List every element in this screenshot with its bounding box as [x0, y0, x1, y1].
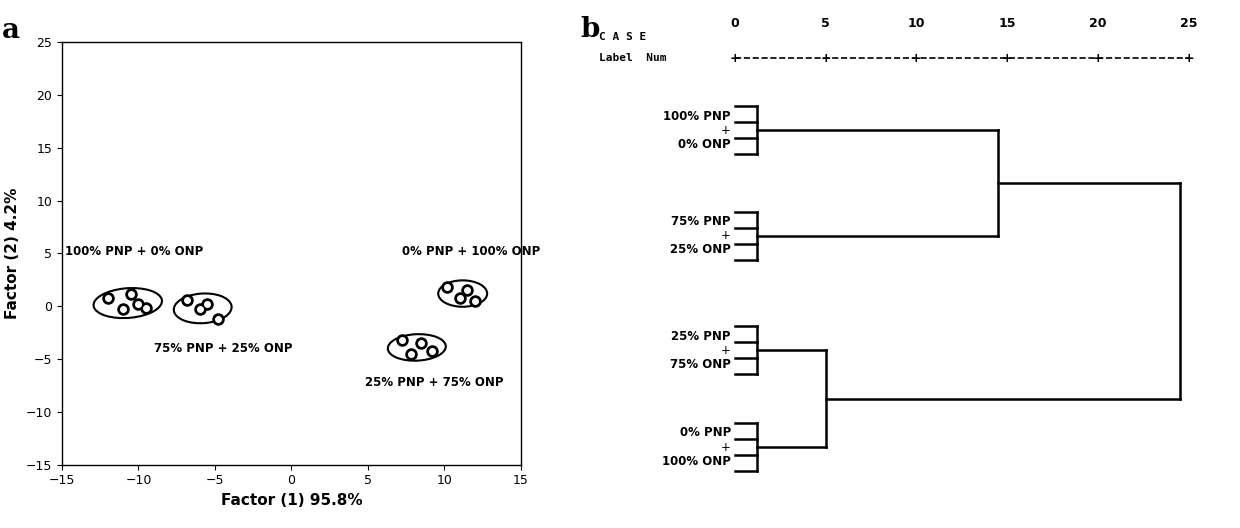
Text: 10: 10	[908, 17, 925, 30]
Text: 25% PNP: 25% PNP	[671, 329, 730, 343]
Text: a: a	[2, 17, 20, 44]
Text: +: +	[720, 124, 730, 137]
Text: 75% PNP: 75% PNP	[671, 215, 730, 228]
Text: 25% ONP: 25% ONP	[670, 243, 730, 257]
Text: 0% ONP: 0% ONP	[678, 138, 730, 151]
Text: 25% PNP + 75% ONP: 25% PNP + 75% ONP	[365, 376, 503, 389]
X-axis label: Factor (1) 95.8%: Factor (1) 95.8%	[221, 493, 362, 508]
Text: Label  Num: Label Num	[599, 53, 667, 63]
Text: 100% PNP: 100% PNP	[663, 110, 730, 122]
Text: 75% ONP: 75% ONP	[670, 358, 730, 371]
Text: 0: 0	[730, 17, 739, 30]
Text: +: +	[1184, 52, 1194, 64]
Text: 100% PNP + 0% ONP: 100% PNP + 0% ONP	[64, 245, 203, 258]
Text: 0% PNP: 0% PNP	[680, 427, 730, 439]
Text: 20: 20	[1090, 17, 1107, 30]
Text: +: +	[911, 52, 921, 64]
Text: b: b	[580, 16, 599, 43]
Text: +: +	[1092, 52, 1104, 64]
Text: +: +	[720, 229, 730, 242]
Text: 15: 15	[998, 17, 1016, 30]
Text: 100% ONP: 100% ONP	[662, 455, 730, 468]
Text: +: +	[720, 440, 730, 454]
Text: 25: 25	[1180, 17, 1198, 30]
Text: 75% PNP + 25% ONP: 75% PNP + 25% ONP	[154, 342, 293, 355]
Text: +: +	[1002, 52, 1013, 64]
Text: +: +	[729, 52, 740, 64]
Text: +: +	[820, 52, 831, 64]
Text: C A S E: C A S E	[599, 32, 646, 42]
Y-axis label: Factor (2) 4.2%: Factor (2) 4.2%	[5, 188, 20, 319]
Text: +: +	[720, 344, 730, 357]
Text: 0% PNP + 100% ONP: 0% PNP + 100% ONP	[402, 245, 539, 258]
Text: 5: 5	[821, 17, 830, 30]
